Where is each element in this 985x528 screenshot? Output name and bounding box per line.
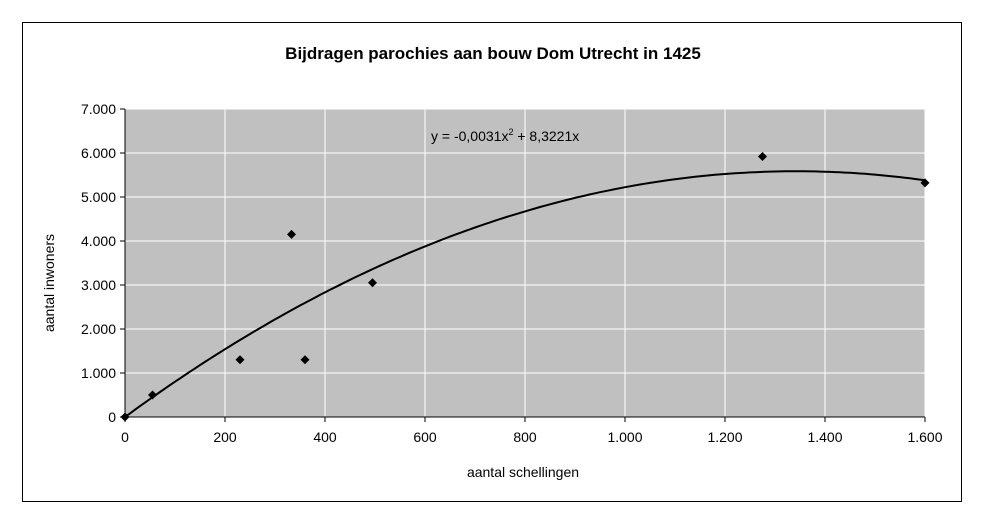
- trendline: [124, 170, 926, 418]
- x-tick-label: 1.000: [607, 429, 642, 445]
- grid: [125, 108, 926, 417]
- chart-frame: Bijdragen parochies aan bouw Dom Utrecht…: [22, 22, 962, 502]
- y-tick-labels: 0 1.000 2.000 3.000 4.000 5.000 6.000 7.000: [81, 101, 116, 425]
- y-tick-label: 2.000: [81, 321, 116, 337]
- data-point: [148, 390, 157, 400]
- data-point: [920, 178, 930, 188]
- data-point: [300, 355, 310, 365]
- data-point: [235, 355, 245, 365]
- y-tick-label: 0: [108, 409, 116, 425]
- chart-title: Bijdragen parochies aan bouw Dom Utrecht…: [285, 44, 701, 63]
- data-point: [120, 412, 130, 422]
- trendline-equation: y = -0,0031x2 + 8,3221x: [431, 127, 579, 144]
- equation-suffix: + 8,3221x: [513, 128, 579, 144]
- data-points: [120, 152, 930, 422]
- y-tick-label: 1.000: [81, 365, 116, 381]
- x-tick-label: 600: [413, 429, 437, 445]
- y-tick-label: 5.000: [81, 189, 116, 205]
- x-tick-label: 1.200: [707, 429, 742, 445]
- x-tick-label: 400: [313, 429, 337, 445]
- x-tick-label: 1.400: [807, 429, 842, 445]
- y-tick-label: 3.000: [81, 277, 116, 293]
- y-axis-label: aantal inwoners: [41, 234, 57, 332]
- data-point: [368, 278, 377, 288]
- equation-prefix: y = -0,0031x: [431, 128, 508, 144]
- y-tick-label: 4.000: [81, 233, 116, 249]
- axes: [120, 108, 926, 422]
- chart-svg: Bijdragen parochies aan bouw Dom Utrecht…: [41, 44, 943, 480]
- x-tick-label: 800: [513, 429, 537, 445]
- x-tick-label: 0: [121, 429, 129, 445]
- equation-exponent: 2: [508, 127, 513, 137]
- x-tick-labels: 0 200 400 600 800 1.000 1.200 1.400 1.600: [121, 429, 943, 445]
- x-tick-label: 200: [213, 429, 237, 445]
- x-axis-label: aantal schellingen: [467, 464, 579, 480]
- x-tick-label: 1.600: [907, 429, 942, 445]
- data-point: [758, 152, 767, 162]
- y-tick-label: 6.000: [81, 145, 116, 161]
- y-tick-label: 7.000: [81, 101, 116, 117]
- data-point: [287, 229, 296, 239]
